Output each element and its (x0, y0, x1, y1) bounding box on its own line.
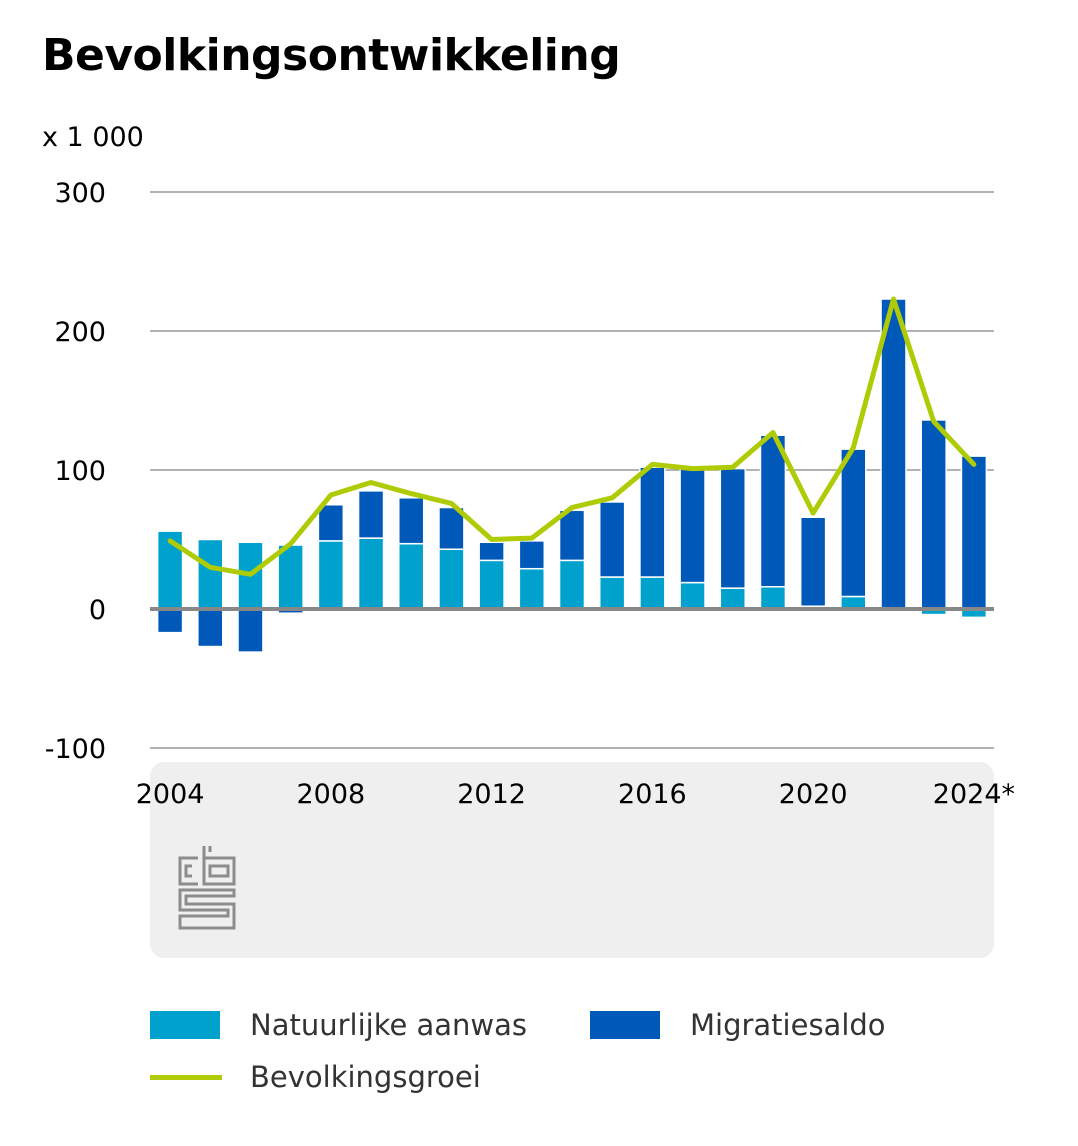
point-bevolkingsgroei (691, 467, 695, 471)
bar-natuurlijke-aanwas (438, 548, 465, 610)
bar-natuurlijke-aanwas (598, 576, 626, 610)
point-bevolkingsgroei (650, 462, 654, 466)
bar-natuurlijke-aanwas (679, 581, 706, 610)
bar-migratiesaldo (317, 504, 345, 542)
chart-title: Bevolkingsontwikkeling (42, 30, 621, 81)
y-tick-label: 200 (54, 317, 106, 348)
bar-migratiesaldo (156, 608, 184, 634)
legend-label-migratiesaldo: Migratiesaldo (690, 1008, 886, 1042)
legend-swatch-bevolkingsgroei (150, 1074, 222, 1080)
y-tick-label: -100 (45, 734, 106, 765)
x-tick-label: 2008 (296, 779, 365, 810)
point-bevolkingsgroei (570, 506, 574, 510)
y-axis-tick-labels: 300 200 100 0 -100 (45, 178, 106, 765)
bar-natuurlijke-aanwas (518, 567, 546, 610)
point-bevolkingsgroei (851, 446, 855, 450)
bar-natuurlijke-aanwas (558, 559, 586, 610)
y-tick-label: 300 (54, 178, 106, 209)
legend-swatch-natuurlijke-aanwas (150, 1011, 220, 1039)
legend-swatch-migratiesaldo (590, 1011, 660, 1039)
bar-migratiesaldo (357, 490, 385, 539)
point-bevolkingsgroei (610, 496, 614, 500)
legend: Natuurlijke aanwas Migratiesaldo Bevolki… (150, 1008, 1030, 1108)
point-bevolkingsgroei (972, 462, 976, 466)
cbs-logo-icon (178, 846, 236, 930)
x-tick-label: 2024* (933, 779, 1015, 810)
bars (156, 298, 988, 653)
point-bevolkingsgroei (248, 572, 252, 576)
point-bevolkingsgroei (811, 511, 815, 515)
point-bevolkingsgroei (530, 536, 534, 540)
x-tick-label: 2012 (457, 779, 526, 810)
point-bevolkingsgroei (490, 538, 494, 541)
bar-migratiesaldo (960, 455, 988, 610)
legend-item-natuurlijke-aanwas: Natuurlijke aanwas (150, 1008, 527, 1042)
x-tick-label: 2004 (136, 779, 205, 810)
point-bevolkingsgroei (369, 481, 373, 485)
growth-line-group (167, 296, 977, 577)
bar-migratiesaldo (880, 298, 907, 610)
point-bevolkingsgroei (409, 492, 413, 496)
gridlines (150, 191, 994, 749)
point-bevolkingsgroei (329, 493, 333, 497)
bar-migratiesaldo (719, 467, 746, 589)
legend-item-bevolkingsgroei: Bevolkingsgroei (150, 1060, 481, 1094)
point-bevolkingsgroei (892, 297, 896, 301)
bar-migratiesaldo (598, 501, 626, 578)
y-axis-unit-label: x 1 000 (42, 122, 144, 153)
bar-migratiesaldo (478, 541, 505, 562)
bar-migratiesaldo (518, 540, 546, 570)
y-tick-label: 100 (54, 456, 106, 487)
point-bevolkingsgroei (771, 430, 775, 434)
logo-panel-background (150, 762, 994, 958)
bar-natuurlijke-aanwas (759, 586, 787, 610)
point-bevolkingsgroei (932, 419, 936, 423)
point-bevolkingsgroei (168, 539, 172, 543)
bar-migratiesaldo (920, 419, 947, 610)
bar-migratiesaldo (197, 608, 224, 648)
bar-migratiesaldo (639, 466, 666, 578)
bar-migratiesaldo (438, 506, 465, 550)
bar-natuurlijke-aanwas (719, 587, 746, 610)
bar-migratiesaldo (799, 516, 827, 607)
bar-natuurlijke-aanwas (357, 537, 385, 610)
bar-migratiesaldo (679, 467, 706, 584)
bar-migratiesaldo (558, 509, 586, 562)
bar-natuurlijke-aanwas (478, 559, 505, 610)
bar-natuurlijke-aanwas (197, 538, 224, 610)
bar-migratiesaldo (759, 434, 787, 588)
y-tick-label: 0 (89, 595, 106, 626)
bar-migratiesaldo (840, 448, 867, 598)
legend-label-natuurlijke-aanwas: Natuurlijke aanwas (250, 1008, 528, 1042)
point-bevolkingsgroei (731, 465, 735, 469)
point-bevolkingsgroei (289, 542, 293, 546)
x-tick-label: 2016 (618, 779, 687, 810)
point-bevolkingsgroei (208, 565, 212, 569)
x-axis-tick-labels: 2004 2008 2012 2016 2020 2024* (136, 779, 1015, 810)
bar-migratiesaldo (398, 497, 425, 545)
bar-natuurlijke-aanwas (277, 544, 304, 610)
point-bevolkingsgroei (449, 501, 453, 505)
legend-item-migratiesaldo: Migratiesaldo (590, 1008, 886, 1042)
bar-natuurlijke-aanwas (398, 542, 425, 610)
x-tick-label: 2020 (779, 779, 848, 810)
legend-label-bevolkingsgroei: Bevolkingsgroei (250, 1060, 481, 1094)
bar-natuurlijke-aanwas (639, 576, 666, 610)
bar-natuurlijke-aanwas (317, 540, 345, 610)
bar-migratiesaldo (237, 608, 264, 653)
